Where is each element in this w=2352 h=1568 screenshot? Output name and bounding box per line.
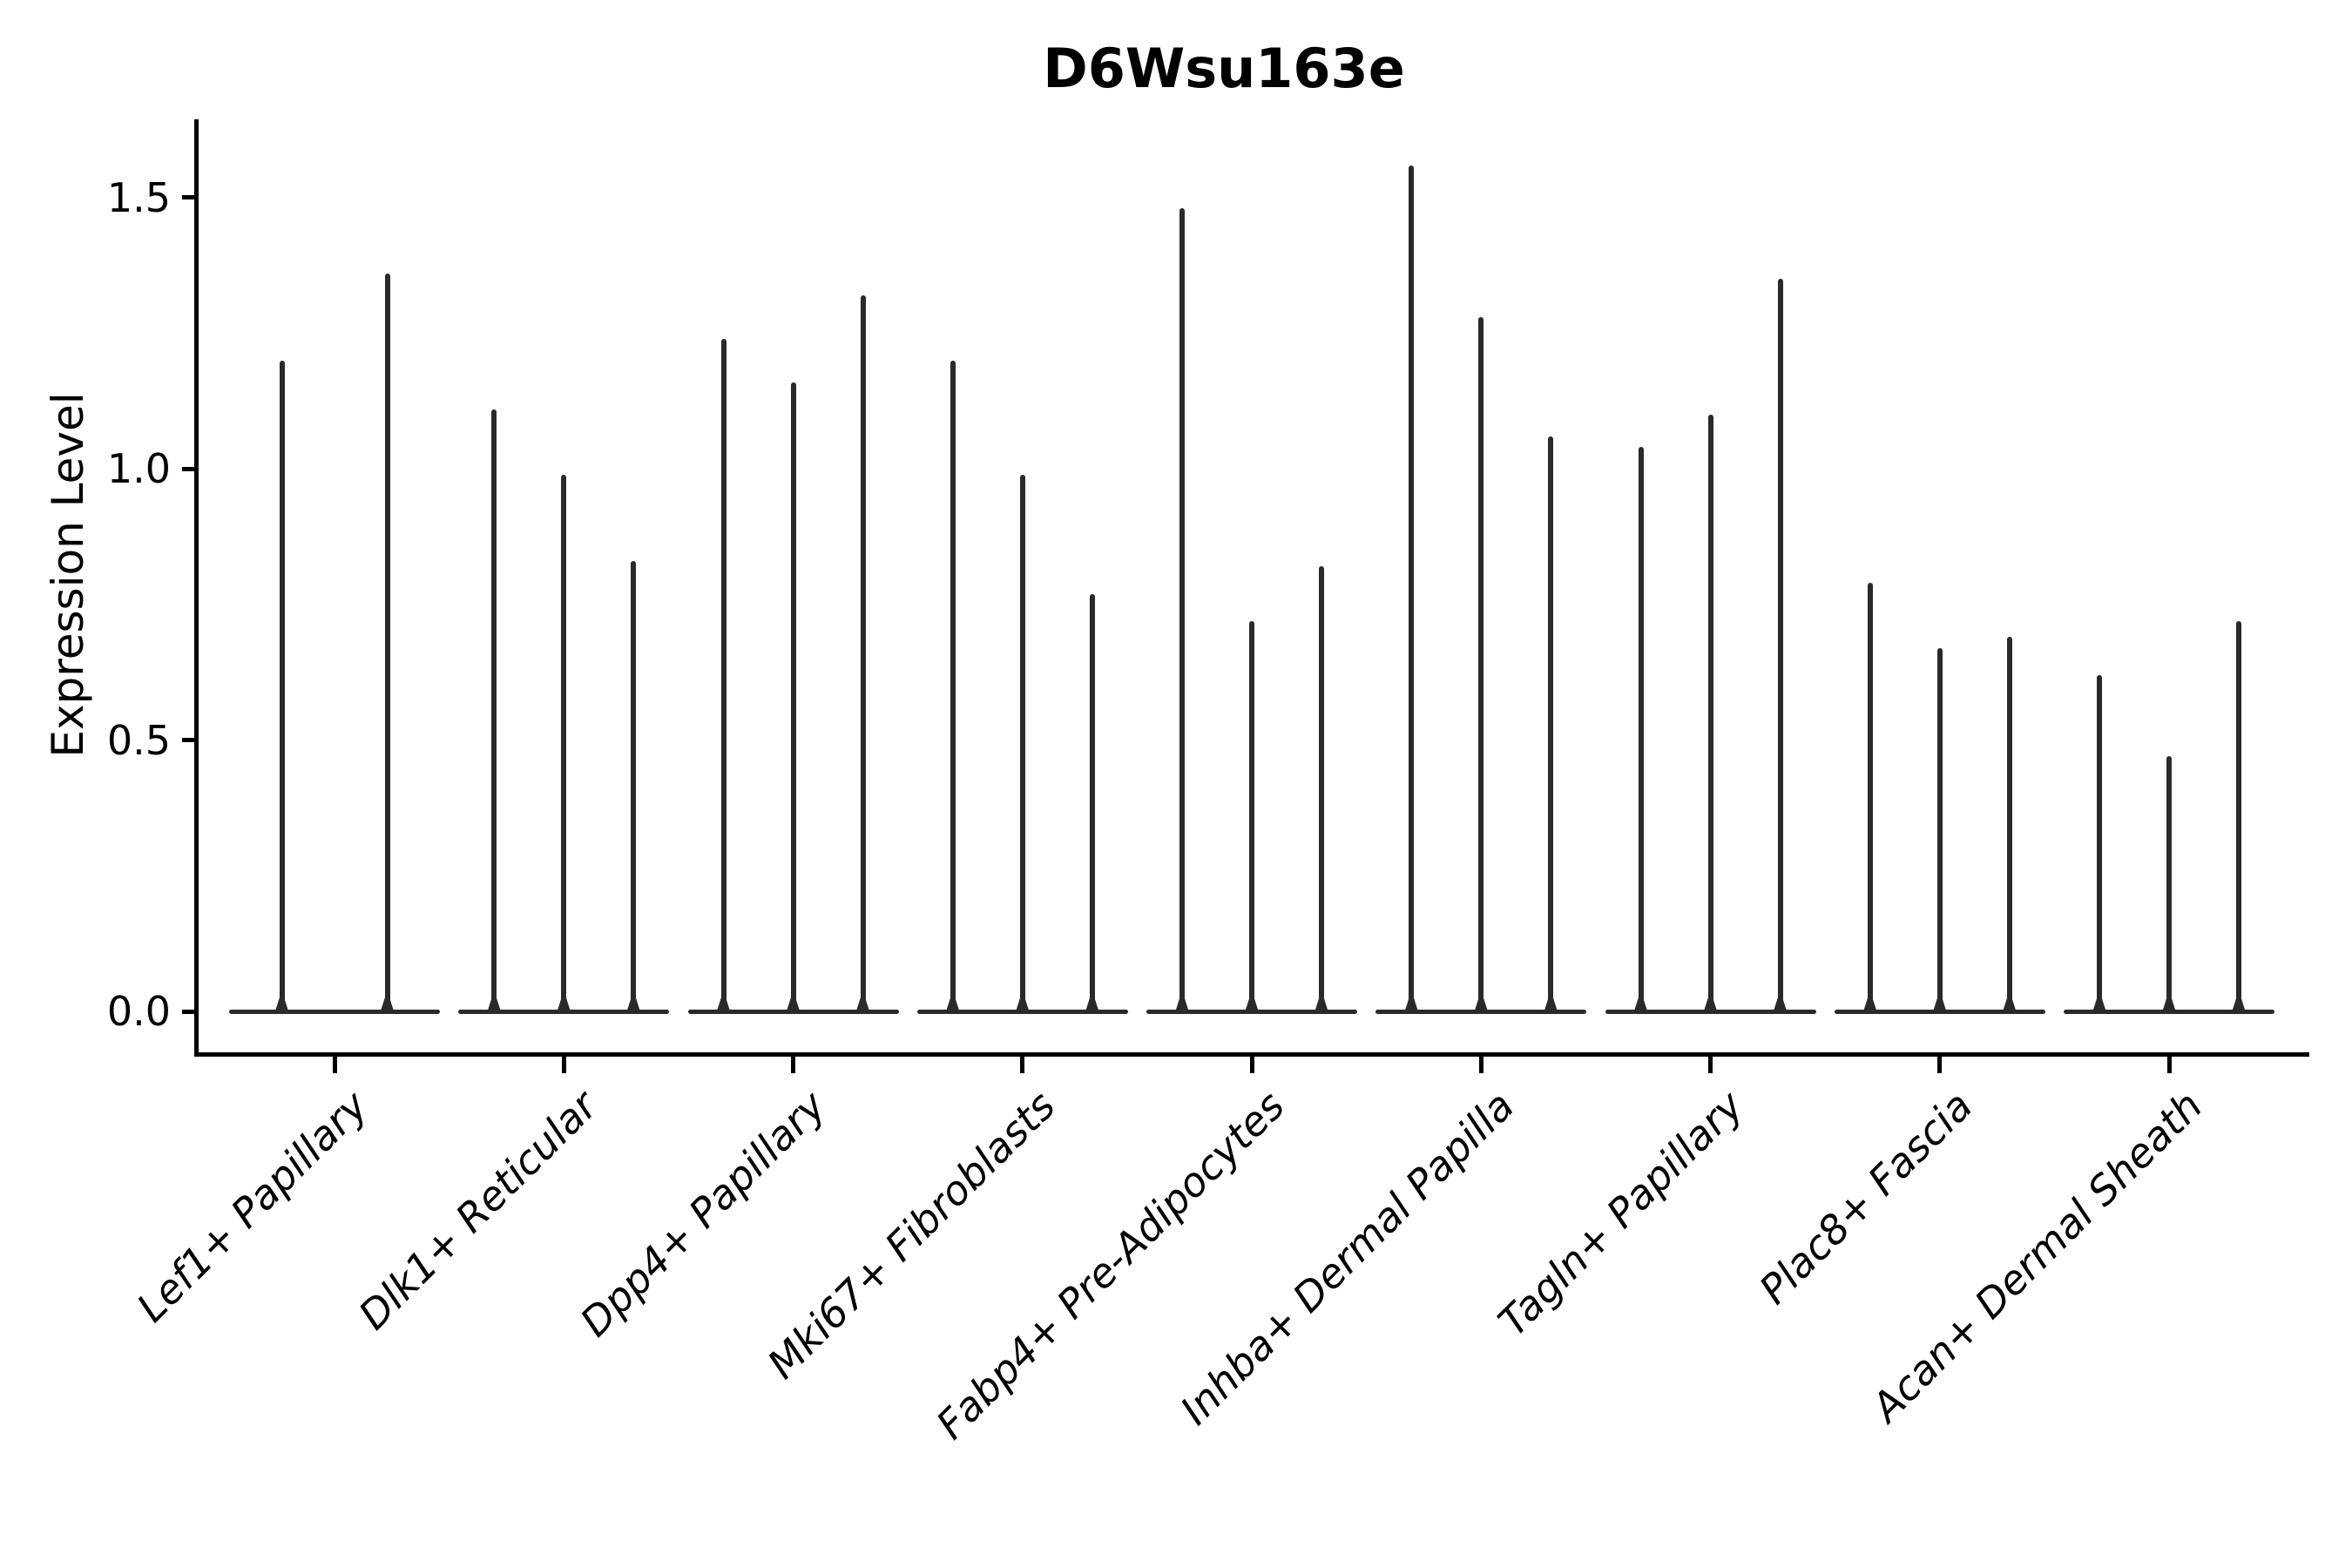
violin-spike-flare	[380, 990, 395, 1012]
x-tick	[561, 1054, 566, 1073]
violin-spike	[950, 360, 956, 1013]
violin-spike	[2006, 637, 2012, 1013]
x-tick	[1020, 1054, 1025, 1073]
violin-spike	[384, 274, 390, 1013]
x-tick	[1249, 1054, 1254, 1073]
y-tick-label: 0.0	[106, 988, 171, 1035]
x-tick-label: Lef1+ Papillary	[127, 1082, 377, 1331]
violin-spike-flare	[1404, 990, 1419, 1012]
violin-spike	[631, 561, 637, 1013]
y-tick	[182, 1009, 197, 1014]
violin-spike-flare	[945, 990, 960, 1012]
x-tick	[1937, 1054, 1943, 1073]
violin-spike	[1867, 583, 1873, 1013]
violin-spike-flare	[786, 990, 801, 1012]
y-tick-label: 1.0	[106, 445, 171, 493]
violin-spike-flare	[1633, 990, 1648, 1012]
y-tick	[182, 466, 197, 471]
violin-spike-flare	[1315, 990, 1328, 1012]
x-tick	[1708, 1054, 1713, 1073]
violin-spike	[1249, 620, 1254, 1013]
y-tick-label: 1.5	[106, 173, 171, 221]
plot-title: D6Wsu163e	[1043, 37, 1405, 100]
violin-spike	[1777, 279, 1783, 1013]
violin-spike-flare	[1245, 990, 1259, 1012]
violin-spike	[279, 360, 285, 1013]
violin-spike	[1019, 474, 1025, 1013]
violin-spike	[2097, 674, 2102, 1013]
violin-spike	[790, 382, 796, 1013]
violin-spike-flare	[716, 990, 731, 1012]
violin-spike	[491, 409, 497, 1013]
x-tick-label: Tagln+ Papillary	[1489, 1082, 1753, 1346]
violin-spike-flare	[487, 990, 502, 1012]
y-tick	[182, 738, 197, 743]
violin-spike	[1319, 566, 1324, 1013]
violin-spike	[561, 474, 567, 1013]
violin-spike-flare	[1703, 990, 1718, 1012]
violin-base	[229, 1010, 440, 1014]
y-tick	[182, 195, 197, 200]
violin-spike	[2166, 756, 2172, 1013]
violin-spike-flare	[2002, 990, 2017, 1012]
x-tick-label: Plac8+ Fascia	[1750, 1082, 1982, 1314]
x-tick	[332, 1054, 337, 1073]
violin-spike	[1409, 165, 1415, 1013]
violin-spike-flare	[1932, 990, 1947, 1012]
violin-spike-flare	[557, 990, 571, 1012]
violin-spike-flare	[2232, 990, 2246, 1012]
x-tick-label: Dlk1+ Reticular	[348, 1082, 606, 1339]
violin-spike-flare	[2092, 990, 2106, 1012]
violin-spike-flare	[1862, 990, 1877, 1012]
violin-spike-flare	[1544, 990, 1558, 1012]
violin-spike-flare	[1175, 990, 1189, 1012]
violin-spike	[720, 338, 727, 1013]
violin-spike-flare	[1773, 990, 1788, 1012]
violin-spike-flare	[855, 990, 870, 1012]
left-spine	[194, 119, 199, 1057]
x-tick-label: Dpp4+ Papillary	[571, 1082, 835, 1346]
violin-spike	[1638, 447, 1644, 1013]
violin-spike-flare	[274, 990, 289, 1012]
violin-spike-flare	[2162, 990, 2176, 1012]
x-tick	[791, 1054, 795, 1073]
violin-spike	[1089, 593, 1095, 1013]
violin-spike	[860, 295, 866, 1013]
violin-spike	[1478, 316, 1484, 1013]
violin-spike-flare	[1085, 990, 1099, 1012]
violin-spike	[1707, 415, 1713, 1013]
violin-spike-flare	[626, 990, 641, 1012]
violin-spike-flare	[1015, 990, 1030, 1012]
violin-spike-flare	[1474, 990, 1489, 1012]
violin-spike	[2236, 620, 2241, 1013]
y-tick-label: 0.5	[106, 716, 171, 764]
x-tick	[1478, 1054, 1484, 1073]
x-tick	[2166, 1054, 2172, 1073]
violin-spike	[1936, 647, 1943, 1013]
violin-spike	[1179, 208, 1185, 1013]
violin-spike	[1548, 436, 1554, 1013]
